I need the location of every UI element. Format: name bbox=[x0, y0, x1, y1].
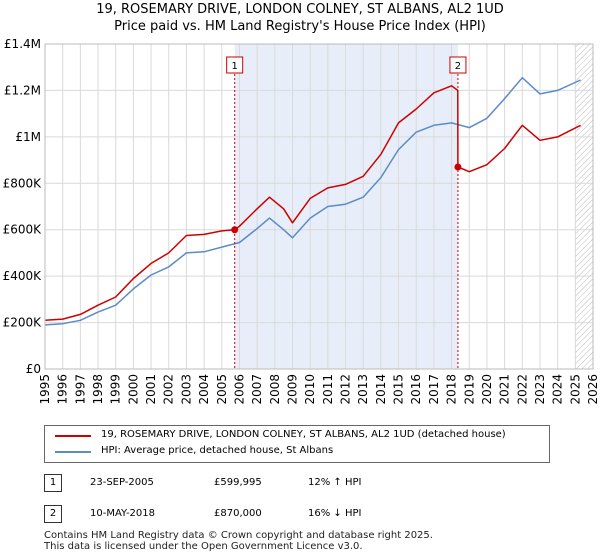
transaction-price: £599,995 bbox=[214, 477, 262, 488]
x-tick-label: 2018 bbox=[445, 374, 459, 405]
x-tick-label: 2011 bbox=[321, 374, 335, 405]
x-tick-label: 2019 bbox=[462, 374, 476, 405]
sale-marker-box bbox=[226, 56, 244, 74]
transaction-row: 1 23-SEP-2005 £599,995 12% ↑ HPI bbox=[44, 474, 564, 494]
y-tick-label: £600K bbox=[3, 223, 43, 237]
x-tick-label: 2016 bbox=[409, 374, 423, 405]
footer: Contains HM Land Registry data © Crown c… bbox=[44, 530, 433, 552]
transaction-date: 23-SEP-2005 bbox=[90, 477, 154, 488]
y-tick-label: £200K bbox=[3, 316, 43, 330]
x-tick-label: 2021 bbox=[498, 374, 512, 405]
transaction-hpi-diff: 12% ↑ HPI bbox=[308, 477, 362, 488]
x-tick-label: 1995 bbox=[38, 374, 52, 405]
x-tick-label: 2017 bbox=[427, 374, 441, 405]
legend-label-property: 19, ROSEMARY DRIVE, LONDON COLNEY, ST AL… bbox=[101, 429, 506, 440]
property-price-line bbox=[44, 85, 581, 322]
x-tick-label: 2024 bbox=[551, 374, 565, 405]
y-tick-label: £1.2M bbox=[4, 83, 41, 97]
transaction-badge: 2 bbox=[44, 505, 62, 523]
transaction-row: 2 10-MAY-2018 £870,000 16% ↓ HPI bbox=[44, 505, 564, 525]
sale-point bbox=[231, 226, 239, 234]
x-tick-label: 2010 bbox=[303, 374, 317, 405]
sale-marker-label: 2 bbox=[455, 61, 461, 72]
footer-copyright: Contains HM Land Registry data © Crown c… bbox=[44, 530, 433, 541]
x-tick-label: 2009 bbox=[285, 374, 299, 405]
x-tick-label: 2000 bbox=[126, 374, 140, 405]
x-tick-label: 2025 bbox=[568, 374, 582, 405]
x-tick-label: 2026 bbox=[586, 374, 600, 405]
x-tick-label: 1996 bbox=[56, 374, 70, 405]
chart-title: 19, ROSEMARY DRIVE, LONDON COLNEY, ST AL… bbox=[96, 2, 504, 17]
transaction-date: 10-MAY-2018 bbox=[90, 508, 156, 519]
y-tick-label: £0 bbox=[26, 362, 41, 376]
legend: 19, ROSEMARY DRIVE, LONDON COLNEY, ST AL… bbox=[44, 425, 550, 463]
chart-subtitle: Price paid vs. HM Land Registry's House … bbox=[114, 19, 486, 34]
sale-point bbox=[454, 163, 462, 171]
y-tick-label: £1M bbox=[15, 130, 41, 144]
ownership-shade bbox=[234, 44, 458, 369]
transaction-hpi-diff: 16% ↓ HPI bbox=[308, 508, 362, 519]
footer-licence: This data is licensed under the Open Gov… bbox=[44, 541, 363, 552]
legend-label-hpi: HPI: Average price, detached house, St A… bbox=[101, 445, 334, 456]
x-tick-label: 2015 bbox=[392, 374, 406, 405]
legend-swatch-hpi bbox=[55, 451, 91, 453]
sale-marker-box bbox=[449, 56, 467, 74]
x-tick-label: 1999 bbox=[109, 374, 123, 405]
x-tick-label: 2022 bbox=[515, 374, 529, 405]
y-tick-label: £800K bbox=[3, 176, 43, 190]
x-tick-label: 1998 bbox=[91, 374, 105, 405]
x-tick-label: 2014 bbox=[374, 374, 388, 405]
x-tick-label: 2001 bbox=[144, 374, 158, 405]
x-tick-label: 2023 bbox=[533, 374, 547, 405]
x-tick-label: 2007 bbox=[250, 374, 264, 405]
transaction-price: £870,000 bbox=[214, 508, 262, 519]
hpi-line bbox=[44, 76, 581, 326]
x-tick-label: 1997 bbox=[73, 374, 87, 405]
x-tick-label: 2004 bbox=[197, 374, 211, 405]
x-tick-label: 2003 bbox=[179, 374, 193, 405]
transaction-badge: 1 bbox=[44, 474, 62, 492]
plot-frame bbox=[44, 43, 594, 370]
legend-swatch-property bbox=[55, 435, 91, 437]
x-tick-label: 2013 bbox=[356, 374, 370, 405]
x-tick-label: 2020 bbox=[480, 374, 494, 405]
sale-marker-label: 1 bbox=[231, 61, 237, 72]
price-chart: 1 2 £0 £200K £400K £600K £800K £1M £1.2M £1.4M 19… bbox=[3, 37, 600, 405]
y-tick-label: £400K bbox=[3, 269, 43, 283]
y-tick-label: £1.4M bbox=[4, 37, 41, 51]
x-tick-label: 2012 bbox=[339, 374, 353, 405]
x-tick-label: 2002 bbox=[162, 374, 176, 405]
future-hatch bbox=[575, 44, 593, 369]
x-tick-label: 2006 bbox=[232, 374, 246, 405]
x-tick-label: 2005 bbox=[215, 374, 229, 405]
x-tick-label: 2008 bbox=[268, 374, 282, 405]
